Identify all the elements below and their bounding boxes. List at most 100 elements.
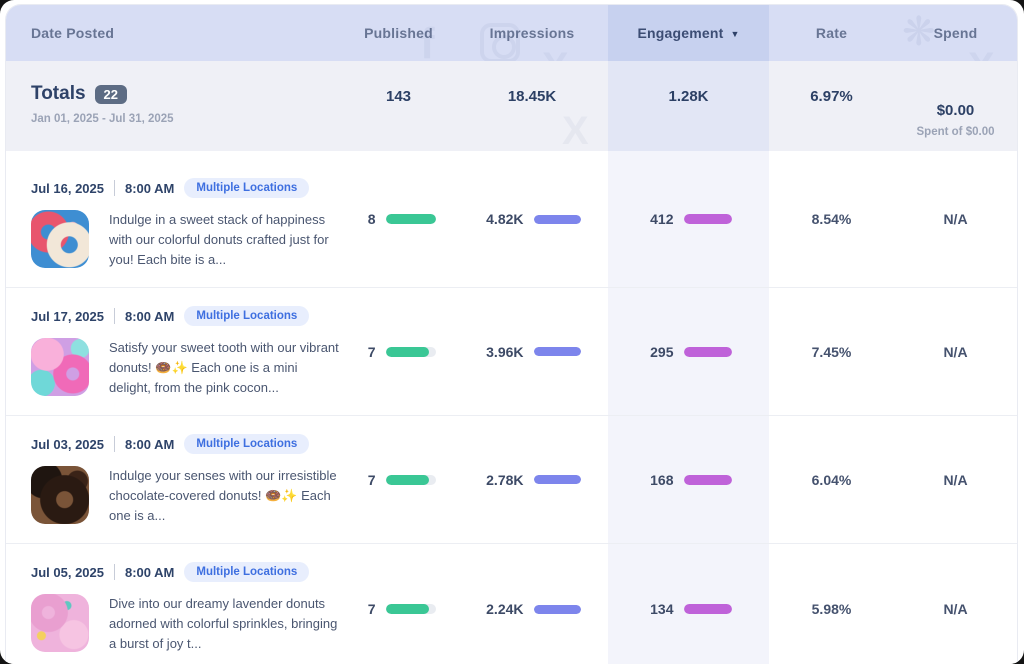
post-time: 8:00 AM bbox=[125, 564, 175, 580]
column-header-engagement[interactable]: Engagement ▼ bbox=[608, 5, 769, 61]
post-caption: Indulge in a sweet stack of happiness wi… bbox=[109, 212, 329, 267]
totals-spend-value: $0.00 bbox=[936, 101, 975, 119]
engagement-bar bbox=[683, 214, 732, 224]
post-row[interactable]: Jul 17, 2025 8:00 AM Multiple Locations … bbox=[6, 288, 1017, 416]
spend-cell: N/A bbox=[943, 343, 968, 360]
impressions-value: 4.82K bbox=[486, 211, 524, 227]
post-info-cell: Jul 17, 2025 8:00 AM Multiple Locations … bbox=[6, 288, 341, 415]
column-label: Date Posted bbox=[31, 25, 115, 41]
totals-published: 143 bbox=[385, 88, 412, 105]
engagement-cell: 295 bbox=[608, 288, 769, 415]
divider bbox=[114, 180, 115, 196]
totals-summary: Totals 22 Jan 01, 2025 - Jul 31, 2025 bbox=[6, 61, 341, 151]
published-bar bbox=[385, 214, 436, 224]
totals-spend-subtext: Spent of $0.00 bbox=[916, 125, 995, 138]
totals-engagement: 1.28K bbox=[608, 61, 769, 151]
published-cell: 8 bbox=[341, 151, 456, 287]
divider bbox=[114, 436, 115, 452]
published-bar bbox=[385, 474, 436, 485]
post-row[interactable]: Jul 16, 2025 8:00 AM Multiple Locations … bbox=[6, 151, 1017, 288]
column-header-spend[interactable]: Spend bbox=[894, 5, 1017, 61]
sort-desc-icon: ▼ bbox=[730, 29, 740, 39]
impressions-bar bbox=[533, 604, 581, 614]
multiple-locations-pill[interactable]: Multiple Locations bbox=[184, 562, 310, 582]
post-info-cell: Jul 03, 2025 8:00 AM Multiple Locations … bbox=[6, 416, 341, 543]
posts-performance-table: Date Posted Published Impressions Engage… bbox=[5, 4, 1018, 664]
published-cell: 7 bbox=[341, 544, 456, 664]
engagement-value: 412 bbox=[650, 211, 674, 227]
published-bar bbox=[385, 604, 436, 614]
post-date: Jul 16, 2025 bbox=[31, 180, 104, 196]
spend-cell: N/A bbox=[943, 471, 968, 488]
impressions-value: 2.24K bbox=[486, 601, 524, 617]
impressions-value: 2.78K bbox=[486, 471, 524, 488]
published-value: 7 bbox=[367, 471, 376, 488]
post-row[interactable]: Jul 03, 2025 8:00 AM Multiple Locations … bbox=[6, 416, 1017, 544]
post-info-cell: Jul 05, 2025 8:00 AM Multiple Locations … bbox=[6, 544, 341, 664]
published-value: 8 bbox=[367, 211, 376, 227]
impressions-bar bbox=[533, 347, 581, 356]
impressions-bar bbox=[533, 214, 581, 224]
multiple-locations-pill[interactable]: Multiple Locations bbox=[184, 306, 310, 326]
published-bar bbox=[385, 346, 436, 357]
post-thumbnail[interactable] bbox=[31, 466, 89, 524]
engagement-cell: 134 bbox=[608, 544, 769, 664]
impressions-cell: 3.96K bbox=[456, 288, 608, 415]
post-date: Jul 17, 2025 bbox=[31, 308, 104, 324]
post-info-cell: Jul 16, 2025 8:00 AM Multiple Locations … bbox=[6, 151, 341, 287]
engagement-bar bbox=[683, 346, 732, 357]
post-time: 8:00 AM bbox=[125, 180, 175, 196]
post-date: Jul 05, 2025 bbox=[31, 564, 104, 580]
post-thumbnail[interactable] bbox=[31, 338, 89, 396]
post-count-badge: 22 bbox=[94, 84, 128, 104]
column-label: Spend bbox=[933, 25, 978, 41]
engagement-value: 134 bbox=[650, 601, 674, 617]
column-header-rate[interactable]: Rate bbox=[769, 5, 894, 61]
post-time: 8:00 AM bbox=[125, 436, 175, 452]
post-caption: Satisfy your sweet tooth with our vibran… bbox=[109, 340, 339, 395]
engagement-bar bbox=[683, 604, 732, 614]
post-thumbnail[interactable] bbox=[31, 594, 89, 652]
totals-spend: $0.00 Spent of $0.00 bbox=[894, 61, 1017, 151]
post-thumbnail[interactable] bbox=[31, 210, 89, 268]
published-value: 7 bbox=[367, 343, 376, 360]
published-cell: 7 bbox=[341, 288, 456, 415]
totals-row: Totals 22 Jan 01, 2025 - Jul 31, 2025 14… bbox=[6, 61, 1017, 153]
impressions-cell: 2.78K bbox=[456, 416, 608, 543]
engagement-value: 295 bbox=[650, 343, 674, 360]
rate-cell: 5.98% bbox=[811, 601, 852, 617]
spend-cell: N/A bbox=[943, 601, 968, 617]
rate-cell: 7.45% bbox=[811, 343, 852, 360]
column-header-date-posted[interactable]: Date Posted bbox=[6, 5, 341, 61]
totals-label: Totals bbox=[31, 83, 86, 104]
engagement-cell: 168 bbox=[608, 416, 769, 543]
published-cell: 7 bbox=[341, 416, 456, 543]
table-header-row: Date Posted Published Impressions Engage… bbox=[6, 5, 1017, 89]
column-label: Rate bbox=[815, 25, 848, 41]
multiple-locations-pill[interactable]: Multiple Locations bbox=[184, 434, 310, 454]
column-label: Engagement bbox=[637, 25, 724, 41]
published-value: 7 bbox=[367, 601, 376, 617]
impressions-cell: 2.24K bbox=[456, 544, 608, 664]
impressions-value: 3.96K bbox=[486, 343, 524, 360]
impressions-cell: 4.82K bbox=[456, 151, 608, 287]
post-time: 8:00 AM bbox=[125, 308, 175, 324]
engagement-value: 168 bbox=[650, 471, 674, 488]
rate-cell: 6.04% bbox=[811, 471, 852, 488]
column-label: Impressions bbox=[489, 25, 575, 41]
divider bbox=[114, 308, 115, 324]
engagement-bar bbox=[683, 474, 732, 485]
post-caption: Dive into our dreamy lavender donuts ado… bbox=[109, 596, 338, 651]
spend-cell: N/A bbox=[943, 211, 968, 227]
engagement-cell: 412 bbox=[608, 151, 769, 287]
column-label: Published bbox=[364, 25, 433, 41]
column-header-published[interactable]: Published bbox=[341, 5, 456, 61]
divider bbox=[114, 564, 115, 580]
multiple-locations-pill[interactable]: Multiple Locations bbox=[184, 178, 310, 198]
date-range: Jan 01, 2025 - Jul 31, 2025 bbox=[31, 113, 174, 125]
column-header-impressions[interactable]: Impressions bbox=[456, 5, 608, 61]
totals-impressions: 18.45K bbox=[507, 88, 557, 105]
post-date: Jul 03, 2025 bbox=[31, 436, 104, 452]
post-row[interactable]: Jul 05, 2025 8:00 AM Multiple Locations … bbox=[6, 544, 1017, 664]
